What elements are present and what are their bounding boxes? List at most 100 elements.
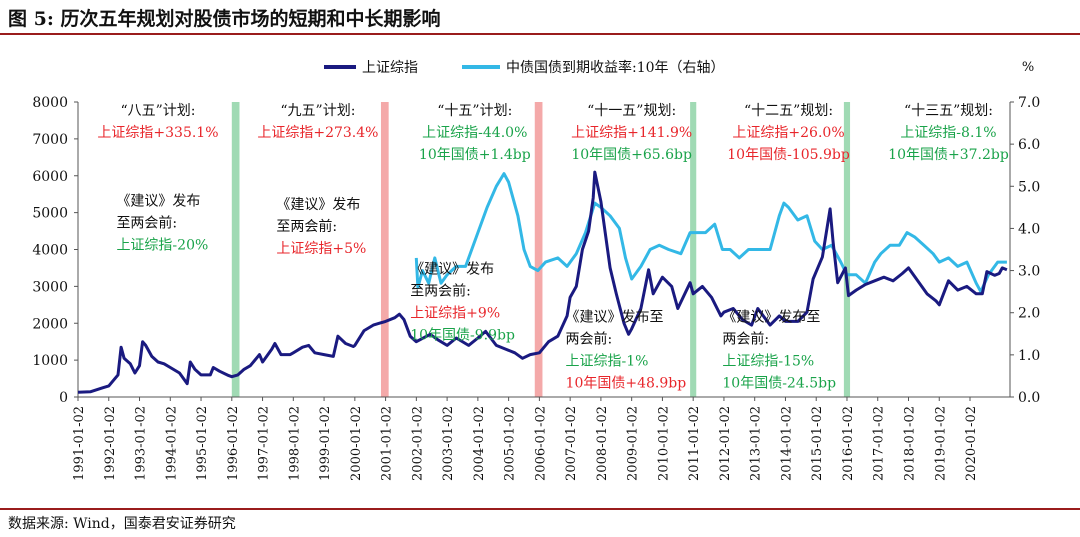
x-tick-label: 2018-01-02	[902, 406, 917, 481]
y-right-tick-label: 2.0	[1018, 306, 1040, 322]
x-tick-label: 2019-01-02	[933, 406, 948, 481]
plan-period-bands	[231, 102, 851, 397]
x-tick-label: 2003-01-02	[441, 406, 456, 481]
x-tick-label: 2017-01-02	[872, 406, 887, 481]
y-right-tick-label: 1.0	[1018, 348, 1040, 364]
x-tick-label: 2010-01-02	[656, 406, 671, 481]
legend-label: 上证综指	[362, 60, 418, 76]
annotation-line: 两会前:	[722, 330, 769, 347]
annotation-line: 上证综指-15%	[722, 353, 814, 369]
x-tick-label: 2014-01-02	[779, 406, 794, 481]
y-left-tick-label: 0	[59, 390, 68, 406]
y-left-tick-label: 4000	[32, 243, 68, 259]
y-left-tick-label: 3000	[32, 279, 68, 295]
x-tick-label: 2015-01-02	[810, 406, 825, 481]
annotation-2: “十五”计划: 上证综指-44.0% 10年国债+1.4bp	[419, 103, 531, 163]
y-right-tick-label: 5.0	[1018, 179, 1040, 195]
annotation-line: 上证综指+335.1%	[97, 125, 218, 141]
annotation-line: 10年国债+65.6bp	[571, 147, 692, 163]
x-tick-label: 1995-01-02	[195, 406, 210, 481]
y-left-tick-label: 7000	[32, 132, 68, 148]
annotation-line: 至两会前:	[276, 218, 337, 235]
x-tick-label: 2004-01-02	[472, 406, 487, 481]
title-rule	[0, 33, 1080, 35]
annotation-line: “十五”计划:	[437, 103, 512, 119]
y-right-tick-label: 6.0	[1018, 137, 1040, 153]
annotation-line: 上证综指+5%	[276, 241, 366, 257]
annotation-line: 上证综指+9%	[410, 305, 500, 321]
annotation-line: 10年国债-9.9bp	[410, 327, 515, 343]
x-tick-label: 2016-01-02	[841, 406, 856, 481]
x-tick-label: 2009-01-02	[626, 406, 641, 481]
source-note: 数据来源: Wind，国泰君安证券研究	[8, 516, 236, 532]
annotation-line: 《建议》发布	[276, 197, 360, 213]
annotation-line: 至两会前:	[116, 214, 177, 231]
annotation-5: “十三五”规划: 上证综指-8.1% 10年国债+37.2bp	[888, 103, 1009, 163]
annotation-line: 10年国债-105.9bp	[727, 147, 850, 163]
annotation-line: 10年国债+37.2bp	[888, 147, 1009, 163]
annotation-line: “十二五”规划:	[744, 103, 833, 119]
annotation-line: 上证综指+273.4%	[257, 125, 378, 141]
x-tick-label: 2008-01-02	[595, 406, 610, 481]
annotation-line: 10年国债+1.4bp	[419, 147, 531, 163]
x-tick-label: 1992-01-02	[103, 406, 118, 481]
y-left-tick-label: 8000	[32, 95, 68, 111]
x-tick-label: 2007-01-02	[564, 406, 579, 481]
x-tick-label: 1997-01-02	[257, 406, 272, 481]
annotation-line: 《建议》发布	[116, 193, 200, 209]
x-tick-label: 2000-01-02	[349, 406, 364, 481]
y-left-tick-label: 1000	[32, 353, 68, 369]
annotation-line: 10年国债+48.9bp	[566, 375, 687, 391]
y-left-tick-label: 5000	[32, 206, 68, 222]
x-tick-label: 1994-01-02	[164, 406, 179, 481]
series-sse-index-line	[77, 170, 1008, 394]
band-red-2	[534, 102, 543, 397]
y-right-tick-label: 3.0	[1018, 264, 1040, 280]
y-right-tick-label: 0.0	[1018, 390, 1040, 406]
annotation-1: “九五”计划: 上证综指+273.4%	[257, 103, 378, 141]
x-tick-label: 1991-01-02	[72, 406, 87, 481]
annotation-line: 《建议》发布	[410, 261, 494, 277]
annotation-line: 《建议》发布至	[566, 309, 664, 325]
annotation-line: 10年国债-24.5bp	[722, 375, 836, 391]
annotations: “八五”计划: 上证综指+335.1% “九五”计划: 上证综指+273.4% “十五”…	[97, 103, 1008, 392]
annotation-line: 上证综指+141.9%	[571, 125, 692, 141]
legend-label: 中债国债到期收益率:10年（右轴）	[506, 59, 725, 76]
band-green-4	[843, 102, 851, 397]
annotation-line: 至两会前:	[410, 282, 471, 299]
annotation-line: 上证综指-1%	[566, 353, 649, 369]
x-tick-label: 1993-01-02	[134, 406, 149, 481]
annotation-4: “十二五”规划: 上证综指+26.0% 10年国债-105.9bp	[727, 103, 850, 163]
x-tick-label: 2011-01-02	[687, 406, 702, 481]
annotation-line: 上证综指+26.0%	[732, 125, 844, 141]
annotation-0: “八五”计划: 上证综指+335.1%	[97, 103, 218, 141]
annotation-line: 上证综指-8.1%	[900, 125, 996, 141]
series-group	[77, 170, 1008, 394]
band-red-1	[380, 102, 389, 397]
x-tick-label: 2001-01-02	[380, 406, 395, 481]
annotation-3: “十一五”规划: 上证综指+141.9% 10年国债+65.6bp	[571, 103, 692, 163]
y-left-tick-label: 6000	[32, 169, 68, 185]
y-right-tick-label: 7.0	[1018, 95, 1040, 111]
x-tick-label: 1996-01-02	[226, 406, 241, 481]
source-rule	[0, 508, 1080, 510]
x-tick-label: 2013-01-02	[749, 406, 764, 481]
x-tick-label: 2005-01-02	[503, 406, 518, 481]
annotation-line: “八五”计划:	[120, 103, 195, 119]
annotation-line: 上证综指-20%	[116, 237, 208, 253]
x-tick-label: 2006-01-02	[533, 406, 548, 481]
y-right-tick-label: 4.0	[1018, 221, 1040, 237]
x-tick-label: 1999-01-02	[318, 406, 333, 481]
series-bond-yield-line	[414, 172, 1007, 294]
x-tick-label: 2012-01-02	[718, 406, 733, 481]
x-tick-label: 1998-01-02	[287, 406, 302, 481]
x-tick-label: 2002-01-02	[410, 406, 425, 481]
annotation-line: 《建议》发布至	[722, 309, 820, 325]
annotation-line: 上证综指-44.0%	[422, 125, 527, 141]
